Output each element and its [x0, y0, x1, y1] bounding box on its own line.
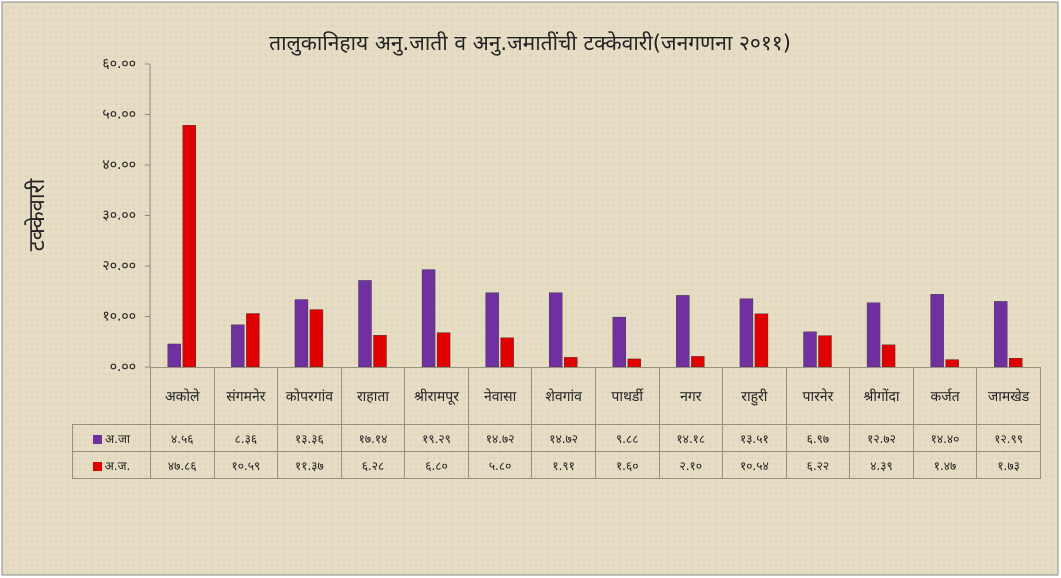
y-tick-label: ६०.००: [102, 56, 136, 72]
data-label: ४.५६: [150, 424, 215, 452]
x-tick-label: जामखेड: [976, 367, 1041, 425]
legend-label: अ.ज.: [104, 458, 131, 473]
x-tick-label: नगर: [658, 367, 724, 425]
data-label: १३.३६: [277, 424, 342, 452]
bar: [485, 292, 499, 368]
bar: [294, 299, 309, 368]
data-label: १४.४०: [912, 424, 978, 452]
bar: [881, 344, 896, 368]
data-label: १०.५४: [722, 451, 787, 479]
x-tick-label: पारनेर: [785, 367, 851, 425]
bar: [564, 357, 578, 368]
bar: [818, 335, 832, 368]
data-label: ४.३९: [849, 451, 914, 479]
y-tick-label: २०.००: [102, 258, 136, 274]
bar: [945, 359, 959, 368]
bar: [182, 125, 196, 368]
y-tick-label: ३०.००: [102, 208, 136, 224]
bar: [358, 280, 372, 368]
bar: [739, 298, 754, 368]
bar: [167, 343, 181, 368]
data-label: ८.३६: [213, 424, 279, 452]
y-tick-label: ४०.००: [102, 157, 136, 173]
data-label: ६.२८: [340, 451, 406, 479]
data-label: १४.७२: [467, 424, 533, 452]
table-row: अ.जा ४.५६ ८.३६ १३.३६ १७.१४ १९.२९ १४.७२ १४.७२ ९.८…: [72, 424, 1041, 452]
y-tick-label: ५०.००: [102, 107, 136, 123]
data-label: ९.८८: [594, 424, 660, 452]
x-tick-label: राहाता: [340, 367, 406, 425]
y-tick-label: १०.००: [102, 309, 136, 325]
legend-entry: अ.ज.: [72, 451, 151, 479]
legend-swatch: [92, 461, 102, 471]
data-label: ६.२२: [785, 451, 851, 479]
data-label: ६.८०: [404, 451, 469, 479]
x-tick-label: संगमनेर: [213, 367, 279, 425]
bar: [803, 331, 817, 368]
bar: [930, 294, 944, 368]
legend-swatch: [93, 434, 102, 444]
bar: [500, 337, 514, 368]
bar: [676, 295, 690, 368]
data-label: १४.७२: [531, 424, 596, 452]
bar: [627, 358, 641, 368]
data-label: २.१०: [658, 451, 724, 479]
data-label: ११.३७: [277, 451, 342, 479]
x-tick-label: नेवासा: [467, 367, 533, 425]
data-label: १९.२९: [404, 424, 469, 452]
x-tick-label: कोपरगांव: [277, 367, 342, 425]
data-label: १.४७: [912, 451, 978, 479]
bar: [309, 309, 324, 368]
bar: [436, 332, 451, 368]
x-tick-label: श्रीरामपूर: [404, 367, 469, 425]
data-table: अकोले संगमनेर कोपरगांव राहाता श्रीरामपूर नेवा…: [72, 367, 1041, 479]
bar: [691, 356, 705, 368]
table-row: अकोले संगमनेर कोपरगांव राहाता श्रीरामपूर नेवा…: [72, 367, 1041, 425]
data-label: १.७३: [976, 451, 1041, 479]
bar: [994, 301, 1008, 368]
data-label: ५.८०: [467, 451, 533, 479]
bar: [866, 302, 881, 368]
x-tick-label: शेवगांव: [531, 367, 596, 425]
bar: [549, 292, 563, 368]
table-corner: [72, 367, 151, 425]
bar: [754, 313, 769, 368]
data-label: ४७.८६: [150, 451, 215, 479]
x-tick-label: पाथर्डी: [594, 367, 660, 425]
x-tick-label: अकोले: [150, 367, 215, 425]
chart-title: तालुकानिहाय अनु.जाती व अनु.जमातींची टक्क…: [269, 31, 791, 56]
x-tick-label: राहुरी: [722, 367, 787, 425]
data-label: १४.१८: [658, 424, 724, 452]
data-label: १७.१४: [340, 424, 406, 452]
bar: [421, 269, 436, 368]
legend-entry: अ.जा: [72, 424, 151, 452]
y-axis-label: टक्केवारी: [24, 178, 50, 251]
data-label: १३.५१: [722, 424, 787, 452]
x-tick-label: श्रीगोंदा: [849, 367, 914, 425]
bar: [246, 313, 260, 368]
data-label: १२.७२: [849, 424, 914, 452]
bar: [373, 335, 387, 368]
data-label: १०.५९: [213, 451, 279, 479]
data-label: ६.९७: [785, 424, 851, 452]
x-tick-label: कर्जत: [912, 367, 978, 425]
bar: [612, 316, 626, 368]
data-label: १.९१: [531, 451, 596, 479]
table-row: अ.ज. ४७.८६ १०.५९ ११.३७ ६.२८ ६.८० ५.८० १.९१ १.६० २…: [72, 451, 1041, 479]
legend-label: अ.जा: [105, 431, 130, 446]
bar: [231, 324, 245, 368]
data-label: १२.९९: [976, 424, 1041, 452]
data-label: १.६०: [594, 451, 660, 479]
bar: [1009, 358, 1023, 368]
